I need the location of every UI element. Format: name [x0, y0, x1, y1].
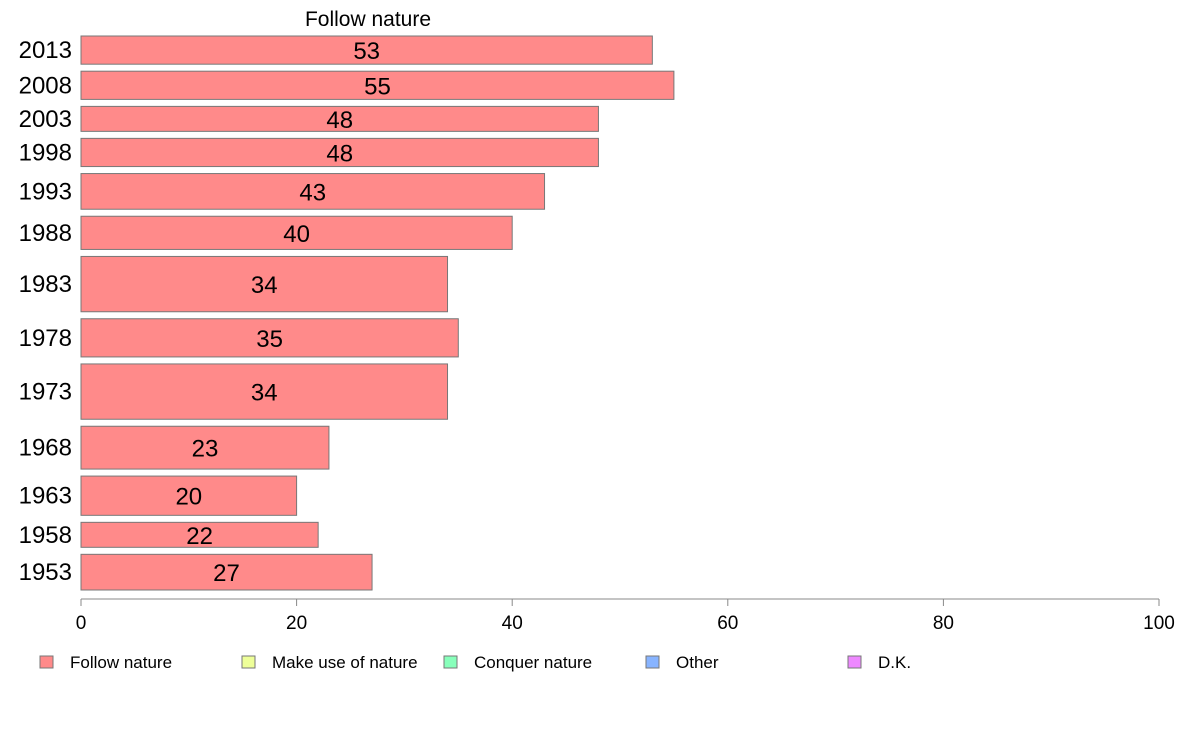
year-label: 1963: [19, 483, 72, 510]
bar: [80, 70, 675, 100]
legend-label: Make use of nature: [272, 653, 418, 672]
bar: [80, 363, 449, 420]
bar-value-label: 55: [364, 73, 391, 100]
bar: [80, 553, 373, 591]
bars-group: 2013 53 2008 55 2003 48 1998 48 1993 43 1988 40 1983…: [19, 35, 675, 591]
bar-value-label: 53: [353, 38, 380, 65]
legend-label: Follow nature: [70, 653, 172, 672]
year-label: 1973: [19, 379, 72, 406]
legend-swatch: [39, 655, 54, 669]
year-label: 1988: [19, 220, 72, 247]
legend-label: D.K.: [878, 653, 911, 672]
x-axis: 0 20 40 60 80 100: [76, 598, 1175, 634]
chart-title: Follow nature: [305, 8, 431, 31]
bar: [80, 173, 546, 210]
legend-swatch: [241, 655, 256, 669]
year-label: 1998: [19, 139, 72, 166]
bar: [80, 215, 513, 250]
bar-value-label: 27: [213, 560, 240, 587]
legend-swatch: [645, 655, 660, 669]
bar: [80, 255, 449, 313]
bar: [80, 318, 459, 358]
x-tick-label: 80: [933, 613, 954, 634]
bar-value-label: 48: [326, 107, 353, 134]
year-label: 1983: [19, 271, 72, 298]
bar: [80, 521, 319, 548]
legend-swatch: [443, 655, 458, 669]
x-tick-label: 20: [286, 613, 307, 634]
year-label: 2013: [19, 37, 72, 64]
legend-label: Conquer nature: [474, 653, 592, 672]
year-label: 2003: [19, 106, 72, 133]
year-label: 1968: [19, 435, 72, 462]
year-label: 1993: [19, 178, 72, 205]
bar-value-label: 23: [192, 436, 219, 463]
year-label: 1953: [19, 559, 72, 586]
x-tick-label: 60: [717, 613, 738, 634]
year-label: 2008: [19, 72, 72, 99]
bar-value-label: 43: [299, 179, 326, 206]
bar-value-label: 34: [251, 380, 278, 407]
bar: [80, 105, 599, 132]
legend-label: Other: [676, 653, 719, 672]
bar-value-label: 20: [175, 484, 202, 511]
bar: [80, 35, 653, 65]
bar: [80, 137, 599, 168]
x-tick-label: 100: [1143, 613, 1175, 634]
bar-value-label: 48: [326, 140, 353, 167]
bar: [80, 425, 330, 470]
legend-swatch: [847, 655, 862, 669]
bar-value-label: 35: [256, 326, 283, 353]
bar-value-label: 34: [251, 272, 278, 299]
x-tick-label: 40: [502, 613, 523, 634]
bar: [80, 475, 298, 516]
x-tick-label: 0: [76, 613, 87, 634]
legend: Follow nature Make use of nature Conquer n…: [39, 653, 911, 672]
bar-value-label: 40: [283, 221, 310, 248]
year-label: 1958: [19, 522, 72, 549]
year-label: 1978: [19, 325, 72, 352]
bar-value-label: 22: [186, 523, 213, 550]
